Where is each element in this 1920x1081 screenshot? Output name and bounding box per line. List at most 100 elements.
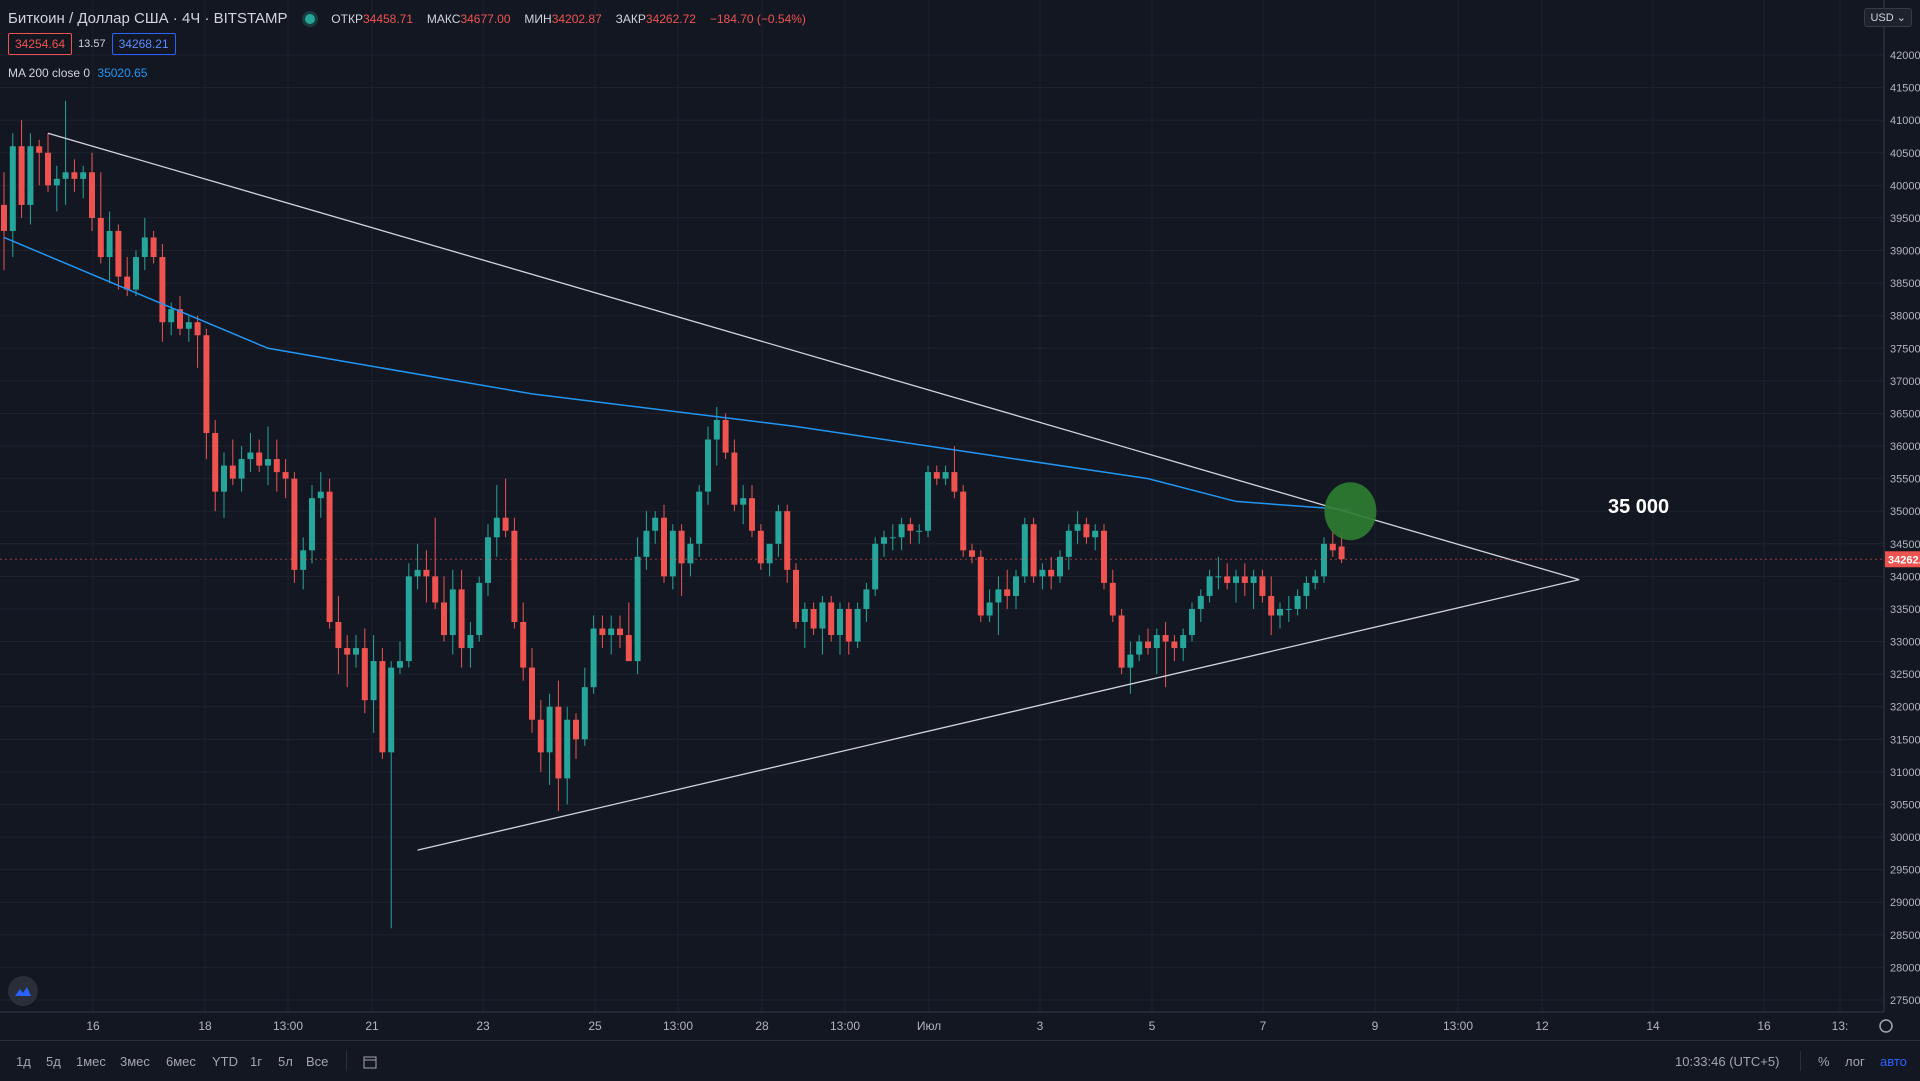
price-annotation[interactable]: 35 000 [1608,496,1670,518]
timeframe-1m[interactable]: 1мес [76,1054,106,1069]
candle-body [458,589,465,649]
timeframe-5d[interactable]: 5д [46,1054,61,1069]
candle-body [1206,576,1213,596]
symbol-title[interactable]: Биткоин / Доллар США · 4Ч · BITSTAMP [8,10,288,27]
price-tick-label: 30500.00 [1890,799,1920,811]
timeframe-all[interactable]: Все [306,1054,329,1069]
log-scale-toggle[interactable]: лог [1845,1054,1865,1069]
price-tick-label: 30000.00 [1890,832,1920,844]
candle-body [141,237,148,258]
settings-gear-icon[interactable] [1879,1019,1893,1033]
open-label: ОТКР [331,12,363,26]
candle-body [1092,530,1099,538]
candle-body [784,511,791,570]
candle-body [45,152,51,186]
timeframe-6m[interactable]: 6мес [166,1054,196,1069]
candle-body [1153,635,1160,649]
bid-button[interactable]: 34254.64 [8,33,73,55]
candle-body [1004,589,1011,596]
candle-body [581,687,588,740]
candle-body [749,498,755,531]
time-tick-label: 13:00 [663,1019,693,1033]
timeframe-1y[interactable]: 1г [250,1054,262,1069]
candle-body [555,706,562,779]
market-status-icon [305,14,316,25]
price-tick-label: 36000.00 [1890,441,1920,453]
price-tick-label: 37000.00 [1890,376,1920,388]
candle-body [854,608,861,642]
high-label: МАКС [426,12,461,26]
candle-body [511,530,518,622]
candle-body [273,459,280,473]
candle-body [388,667,395,753]
candle-body [53,178,60,186]
ask-button[interactable]: 34268.21 [111,33,176,55]
candle-body [925,472,931,531]
candle-body [1312,576,1319,583]
candle-body [1021,524,1028,577]
candle-body [1250,576,1257,583]
candle-body [1136,641,1143,655]
price-tick-label: 37500.00 [1890,343,1920,355]
candle-body [757,530,764,564]
time-tick-label: 12 [1535,1019,1549,1033]
candle-body [212,433,219,492]
price-tick-label: 40500.00 [1890,148,1920,160]
candle-body [309,498,315,551]
price-tick-label: 27500.00 [1890,995,1920,1007]
candle-body [1109,582,1116,616]
currency-button[interactable]: USD ⌄ [1864,8,1912,27]
candle-body [1171,641,1178,649]
goto-date-icon[interactable] [362,1054,378,1073]
timeframe-ytd[interactable]: YTD [212,1054,238,1069]
candle-body [317,491,324,499]
candle-body [608,628,615,636]
toolbar-divider [346,1051,347,1071]
ma200-line [3,236,1351,511]
price-tick-label: 41000.00 [1890,115,1920,127]
timeframe-5y[interactable]: 5л [278,1054,293,1069]
candle-body [476,582,483,636]
candle-body [36,146,43,153]
price-tick-label: 28500.00 [1890,930,1920,942]
time-tick-label: 16 [86,1019,100,1033]
open-value: 34458.71 [362,12,414,26]
toolbar-divider [1800,1051,1801,1071]
candle-body [1030,524,1037,577]
price-tick-label: 36500.00 [1890,408,1920,420]
timeframe-3m[interactable]: 3мес [120,1054,150,1069]
candle-body [1277,608,1283,616]
time-tick-label: 5 [1149,1019,1156,1033]
percent-scale-toggle[interactable]: % [1818,1054,1830,1069]
auto-scale-toggle[interactable]: авто [1880,1054,1907,1069]
low-label: МИН [524,12,552,26]
candle-body [722,419,729,453]
price-tick-label: 29000.00 [1890,897,1920,909]
candle-body [71,172,78,179]
candle-body [18,146,25,205]
candle-body [361,648,368,701]
candle-body [617,628,623,636]
close-value: 34262.72 [645,12,696,26]
ma-legend[interactable]: MA 200 close 0 35020.65 [8,66,147,80]
chart-pane[interactable]: 42000.00 41500.00 41000.00 40500.00 40000.00… [0,0,1920,1033]
candle-body [872,543,879,590]
candle-body [599,628,606,636]
candle-body [828,602,835,636]
price-tick-label: 31000.00 [1890,767,1920,779]
candlestick-chart[interactable]: 42000.00 41500.00 41000.00 40500.00 40000.00… [0,0,1920,1040]
time-tick-label: 21 [365,1019,379,1033]
candle-body [625,635,632,662]
candle-body [986,602,993,616]
candle-body [546,706,553,753]
time-tick-label: 25 [588,1019,602,1033]
candle-body [977,556,984,616]
candle-body [669,530,676,577]
candle-body [467,635,474,649]
candle-body [520,622,527,668]
tradingview-logo-icon[interactable] [8,976,38,1006]
timeframe-1d[interactable]: 1д [16,1054,31,1069]
time-tick-label: 13:00 [830,1019,860,1033]
clock-timezone[interactable]: 10:33:46 (UTC+5) [1675,1054,1780,1069]
candle-body [1013,576,1019,596]
